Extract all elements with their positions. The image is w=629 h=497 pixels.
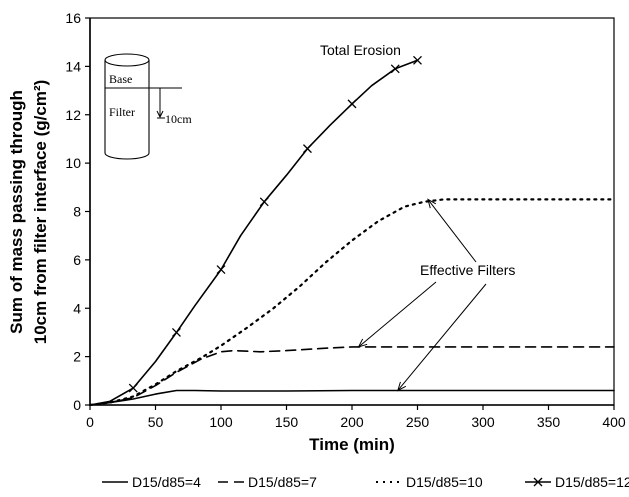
- y-tick-label: 12: [65, 107, 81, 123]
- y-tick-labels: 0 2 4 6 8 10 12 14 16: [65, 10, 90, 413]
- inset-cylinder-bottom: [104, 152, 150, 160]
- legend: D15/d85=4 D15/d85=7 D15/d85=10 D15/d85=12: [102, 474, 629, 490]
- legend-label: D15/d85=7: [248, 474, 317, 490]
- x-tick-label: 200: [340, 414, 364, 430]
- y-tick-label: 8: [73, 204, 81, 220]
- annotation-arrowhead: [427, 198, 437, 209]
- legend-label: D15/d85=12: [555, 474, 629, 490]
- filter-inset: Base Filter 10cm: [104, 53, 192, 160]
- annotation-arrow: [427, 199, 477, 263]
- annotations: Total Erosion Effective Filters: [320, 42, 515, 392]
- inset-filter-label: Filter: [109, 105, 135, 119]
- annotation-total-erosion: Total Erosion: [320, 42, 401, 58]
- series-line: [89, 59, 419, 406]
- y-tick-label: 0: [73, 397, 81, 413]
- inset-depth-arrow: [156, 110, 164, 119]
- series-3: [88, 198, 616, 407]
- series-4: [89, 55, 422, 406]
- series-line: [88, 198, 616, 407]
- y-tick-label: 14: [65, 58, 81, 74]
- y-tick-label: 16: [65, 10, 81, 26]
- x-tick-labels: 0 50 100 150 200 250 300 350 400: [86, 405, 626, 430]
- legend-marker: [533, 477, 543, 487]
- series-1: [89, 389, 615, 406]
- data-point: [259, 197, 269, 207]
- series-line: [89, 389, 615, 406]
- y-tick-label: 6: [73, 252, 81, 268]
- data-point: [303, 144, 312, 154]
- inset-depth-label: 10cm: [165, 112, 192, 126]
- y-axis-title-line-2: 10cm from filter interface (g/cm²): [31, 80, 50, 345]
- y-tick-label: 2: [73, 349, 81, 365]
- inset-base-label: Base: [109, 72, 132, 86]
- annotation-arrows: [357, 198, 487, 392]
- x-tick-label: 250: [406, 414, 430, 430]
- x-axis-title: Time (min): [309, 435, 395, 454]
- data-point: [216, 265, 226, 275]
- x-tick-label: 350: [537, 414, 561, 430]
- data-point: [413, 55, 422, 65]
- data-point: [390, 64, 400, 74]
- x-tick-label: 300: [471, 414, 495, 430]
- annotation-arrowhead: [397, 381, 407, 392]
- annotation-arrowhead: [357, 338, 368, 348]
- x-tick-label: 150: [275, 414, 299, 430]
- legend-label: D15/d85=4: [132, 474, 201, 490]
- y-axis-title-line-1: Sum of mass passing through: [7, 90, 26, 334]
- x-tick-label: 400: [602, 414, 626, 430]
- x-tick-label: 0: [86, 414, 94, 430]
- data-point: [128, 383, 138, 393]
- y-tick-label: 4: [73, 300, 81, 316]
- data-point: [172, 327, 181, 337]
- y-tick-label: 10: [65, 155, 81, 171]
- annotation-effective-filters: Effective Filters: [420, 262, 515, 278]
- x-tick-label: 50: [148, 414, 164, 430]
- data-point: [347, 99, 357, 109]
- x-tick-label: 100: [209, 414, 233, 430]
- annotation-arrow: [358, 281, 437, 348]
- legend-label: D15/d85=10: [406, 474, 483, 490]
- inset-cylinder-top: [104, 53, 150, 67]
- series-layer: [88, 55, 616, 407]
- annotation-arrow: [397, 283, 487, 391]
- y-axis-title: Sum of mass passing through 10cm from fi…: [7, 80, 50, 345]
